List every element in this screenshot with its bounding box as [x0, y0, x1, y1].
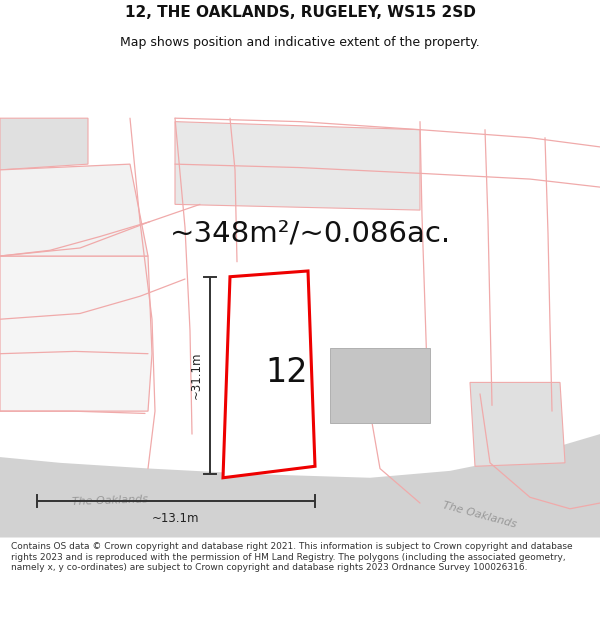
Polygon shape — [223, 271, 315, 478]
Polygon shape — [0, 434, 600, 538]
Polygon shape — [330, 348, 430, 423]
Polygon shape — [0, 256, 152, 411]
Text: The Oaklands: The Oaklands — [72, 494, 148, 507]
Polygon shape — [175, 122, 420, 210]
Text: ~348m²/~0.086ac.: ~348m²/~0.086ac. — [169, 219, 451, 247]
Text: ~13.1m: ~13.1m — [152, 512, 200, 526]
Text: Map shows position and indicative extent of the property.: Map shows position and indicative extent… — [120, 36, 480, 49]
Text: 12, THE OAKLANDS, RUGELEY, WS15 2SD: 12, THE OAKLANDS, RUGELEY, WS15 2SD — [125, 4, 475, 19]
Polygon shape — [0, 164, 148, 256]
Text: The Oaklands: The Oaklands — [442, 500, 518, 529]
Polygon shape — [233, 359, 305, 411]
Polygon shape — [470, 382, 565, 466]
Text: ~31.1m: ~31.1m — [190, 352, 203, 399]
Polygon shape — [0, 118, 88, 170]
Text: Contains OS data © Crown copyright and database right 2021. This information is : Contains OS data © Crown copyright and d… — [11, 542, 572, 572]
Text: 12: 12 — [266, 356, 308, 389]
